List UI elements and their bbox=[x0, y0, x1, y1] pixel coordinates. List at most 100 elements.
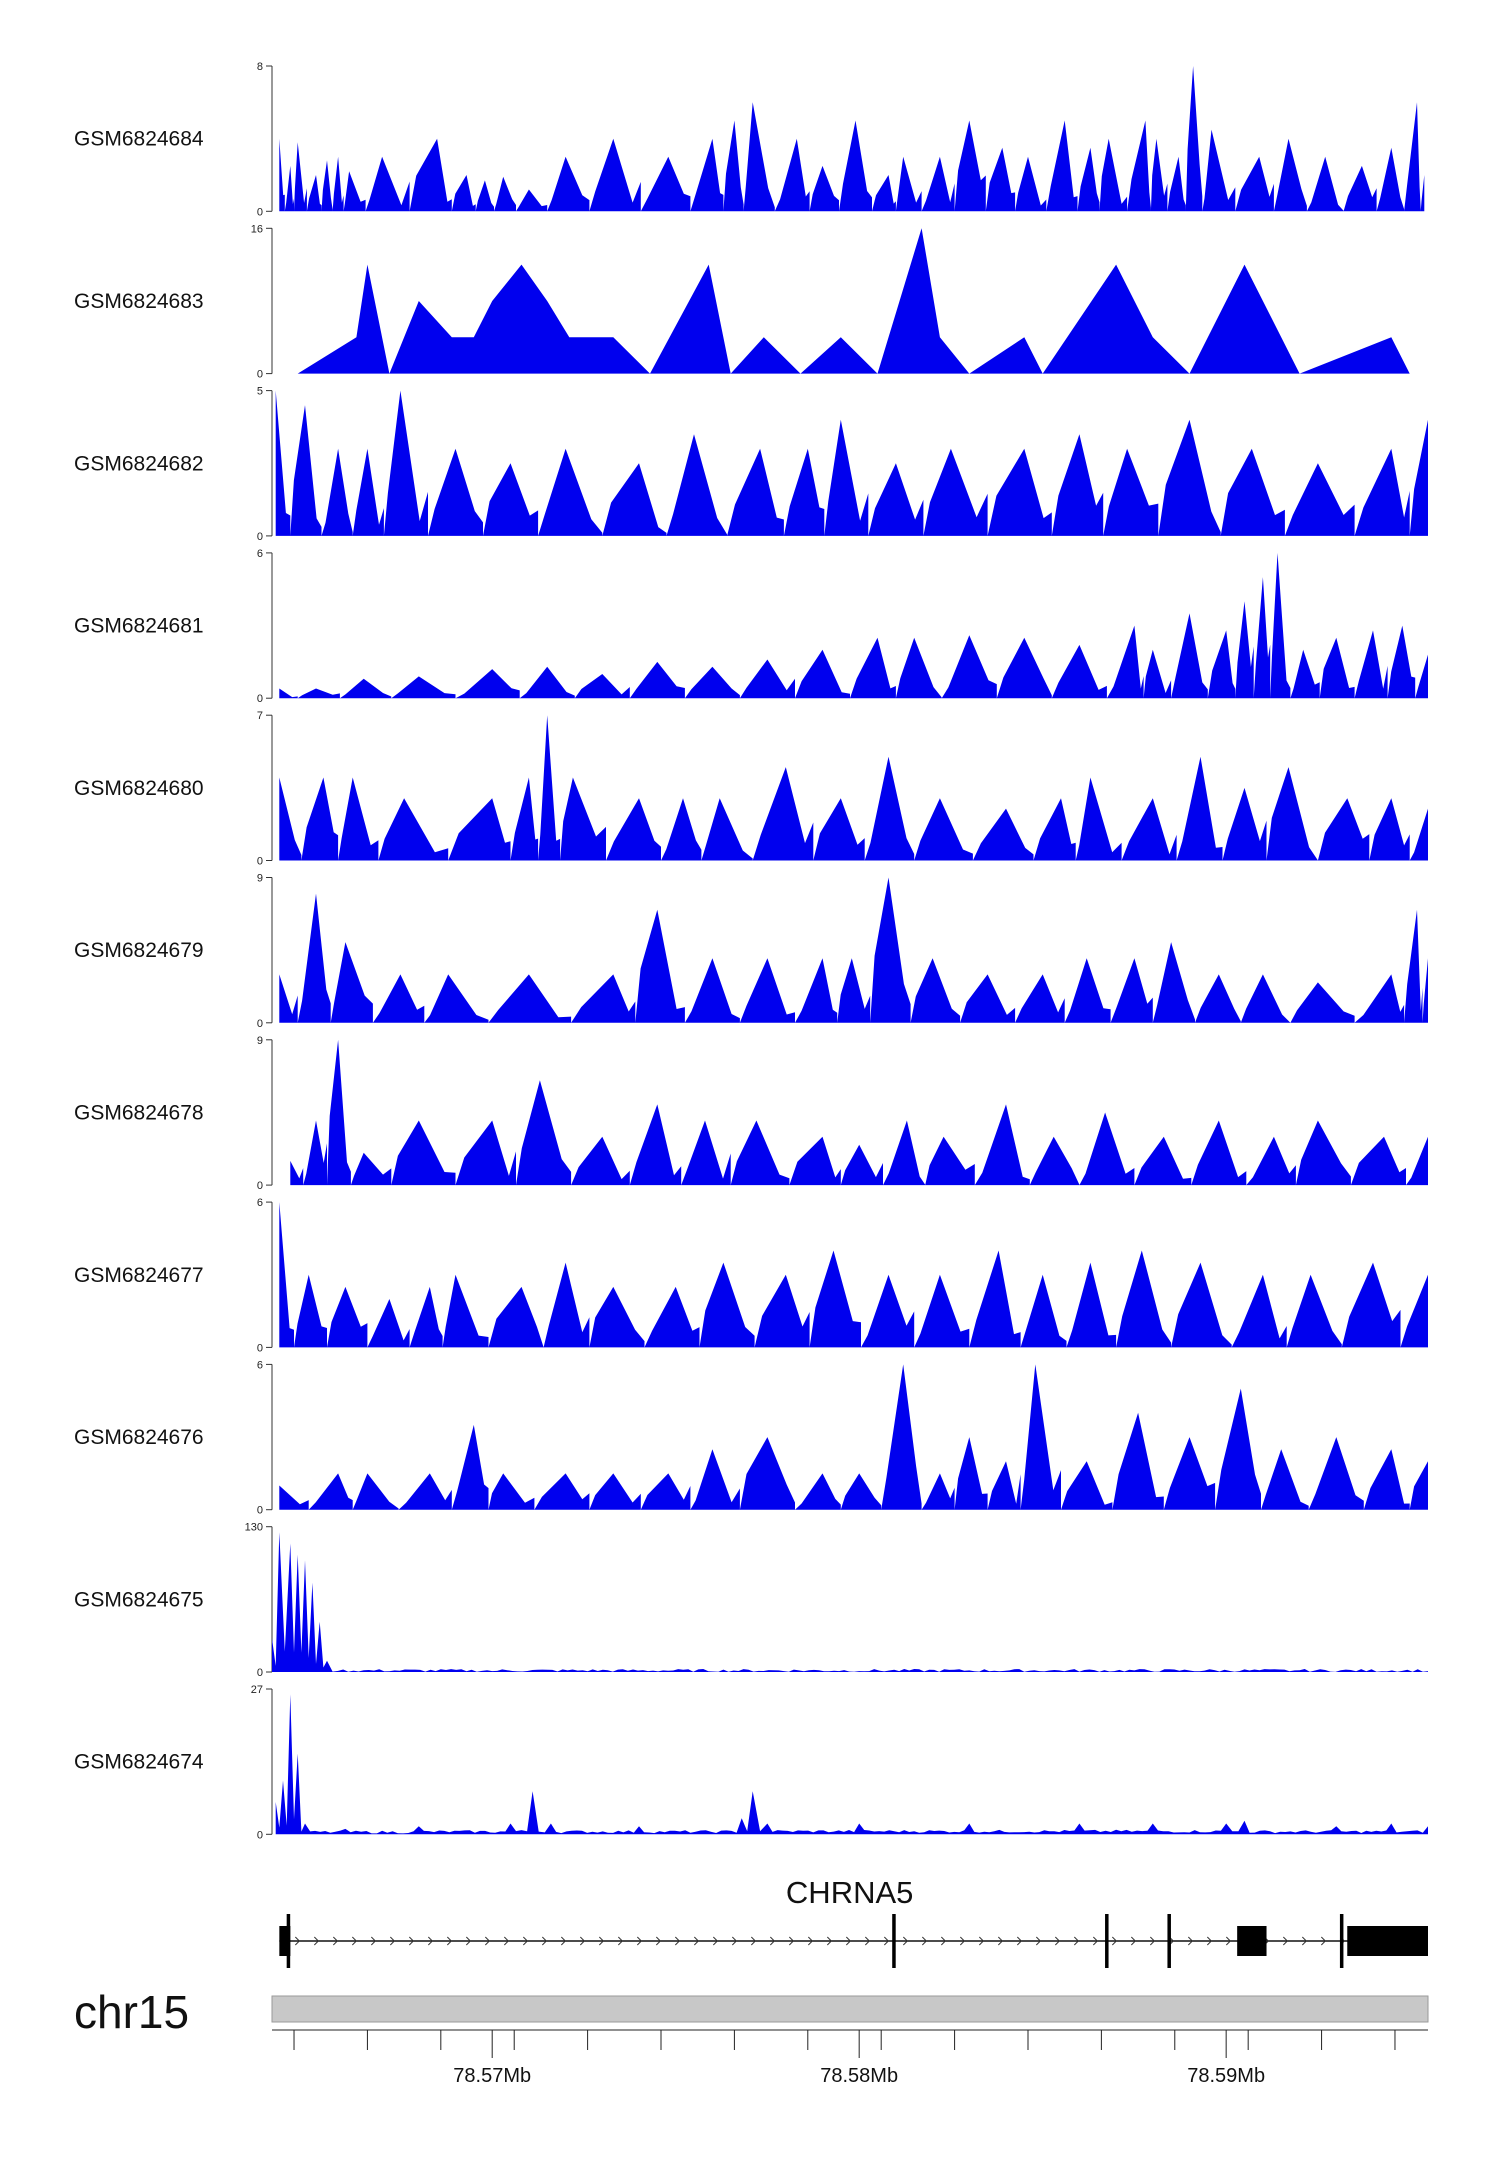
gene-exon-bar bbox=[1339, 1914, 1344, 1968]
strand-arrow bbox=[655, 1936, 662, 1946]
strand-arrow bbox=[788, 1936, 795, 1946]
track-label: GSM6824676 bbox=[74, 1426, 204, 1449]
y-tick-label-min: 0 bbox=[257, 1505, 263, 1517]
chromosome-track: chr15 bbox=[74, 1986, 1429, 2038]
strand-arrow bbox=[1225, 1936, 1232, 1946]
strand-arrow bbox=[427, 1936, 434, 1946]
strand-arrow bbox=[1092, 1936, 1099, 1946]
strand-arrow bbox=[921, 1936, 928, 1946]
strand-arrow bbox=[617, 1936, 624, 1946]
y-tick-label-max: 8 bbox=[257, 61, 263, 73]
chromosome-bar bbox=[271, 1995, 1429, 2023]
coverage-area-GSM6824675 bbox=[272, 1532, 1428, 1672]
track-GSM6824678: GSM6824678 9 0 bbox=[74, 1035, 1428, 1192]
gene-exon-bar bbox=[286, 1914, 291, 1968]
strand-arrow bbox=[807, 1936, 814, 1946]
y-tick-label-max: 6 bbox=[257, 1359, 263, 1371]
strand-arrow bbox=[940, 1936, 947, 1946]
strand-arrow bbox=[484, 1936, 491, 1946]
coverage-area-GSM6824683 bbox=[297, 228, 1410, 374]
genomic-axis: 78.57Mb 78.58Mb 78.59Mb bbox=[272, 2029, 1428, 2087]
strand-arrow bbox=[902, 1936, 909, 1946]
strand-arrow bbox=[503, 1936, 510, 1946]
track-GSM6824675: GSM6824675 130 0 bbox=[74, 1522, 1428, 1679]
y-tick-label-max: 5 bbox=[257, 386, 263, 398]
coverage-area-GSM6824684 bbox=[279, 66, 1425, 212]
track-GSM6824680: GSM6824680 7 0 bbox=[74, 710, 1428, 868]
track-GSM6824677: GSM6824677 6 0 bbox=[74, 1197, 1428, 1354]
track-label: GSM6824674 bbox=[74, 1751, 204, 1774]
strand-arrow bbox=[864, 1936, 871, 1946]
gene-exon-bar bbox=[1167, 1914, 1171, 1968]
strand-arrow bbox=[351, 1936, 358, 1946]
track-GSM6824676: GSM6824676 6 0 bbox=[74, 1359, 1428, 1517]
track-label: GSM6824680 bbox=[74, 777, 204, 800]
y-tick-label-min: 0 bbox=[257, 1829, 263, 1841]
gene-track: CHRNA5 bbox=[279, 1875, 1428, 1968]
strand-arrow bbox=[750, 1936, 757, 1946]
coverage-tracks: GSM682468480GSM6824683160GSM682468250GSM… bbox=[74, 61, 1429, 1841]
track-label: GSM6824678 bbox=[74, 1101, 204, 1124]
coverage-area-GSM6824674 bbox=[275, 1694, 1429, 1835]
strand-arrow bbox=[769, 1936, 776, 1946]
strand-arrow bbox=[845, 1936, 852, 1946]
track-label: GSM6824675 bbox=[74, 1588, 204, 1611]
coverage-area-GSM6824677 bbox=[279, 1202, 1428, 1348]
gene-exon-bar bbox=[1105, 1914, 1109, 1968]
coverage-area-GSM6824678 bbox=[290, 1039, 1428, 1186]
strand-arrow bbox=[826, 1936, 833, 1946]
strand-arrow bbox=[541, 1936, 548, 1946]
strand-arrow bbox=[1282, 1936, 1289, 1946]
strand-arrow bbox=[712, 1936, 719, 1946]
track-label: GSM6824681 bbox=[74, 615, 204, 638]
strand-arrow bbox=[522, 1936, 529, 1946]
gene-name-label: CHRNA5 bbox=[786, 1875, 913, 1910]
strand-arrow bbox=[674, 1936, 681, 1946]
strand-arrow bbox=[883, 1936, 890, 1946]
coverage-area-GSM6824680 bbox=[279, 715, 1428, 861]
track-label: GSM6824682 bbox=[74, 452, 204, 475]
y-tick-label-max: 6 bbox=[257, 1197, 263, 1209]
track-label: GSM6824683 bbox=[74, 290, 204, 313]
y-tick-label-max: 27 bbox=[251, 1684, 263, 1696]
track-GSM6824683: GSM6824683 16 0 bbox=[74, 223, 1410, 381]
y-tick-label-max: 130 bbox=[245, 1522, 263, 1534]
strand-arrow bbox=[978, 1936, 985, 1946]
y-tick-label-max: 16 bbox=[251, 223, 263, 235]
strand-arrow bbox=[1035, 1936, 1042, 1946]
y-tick-label-min: 0 bbox=[257, 1018, 263, 1030]
strand-arrow bbox=[1111, 1936, 1118, 1946]
strand-arrow bbox=[332, 1936, 339, 1946]
strand-arrow bbox=[560, 1936, 567, 1946]
x-tick-label: 78.58Mb bbox=[820, 2065, 898, 2087]
track-GSM6824674: GSM6824674 27 0 bbox=[74, 1684, 1429, 1841]
y-tick-label-min: 0 bbox=[257, 693, 263, 705]
strand-arrow bbox=[408, 1936, 415, 1946]
y-tick-label-min: 0 bbox=[257, 1342, 263, 1354]
x-tick-label: 78.57Mb bbox=[453, 2065, 531, 2087]
y-tick-label-max: 7 bbox=[257, 710, 263, 722]
gene-exon-bar bbox=[892, 1914, 896, 1968]
strand-arrow bbox=[1016, 1936, 1023, 1946]
strand-arrow bbox=[1187, 1936, 1194, 1946]
strand-arrow bbox=[446, 1936, 453, 1946]
y-tick-label-min: 0 bbox=[257, 531, 263, 543]
chromosome-label: chr15 bbox=[74, 1986, 189, 2038]
strand-arrow bbox=[1149, 1936, 1156, 1946]
strand-arrow bbox=[1320, 1936, 1327, 1946]
track-GSM6824682: GSM6824682 5 0 bbox=[74, 386, 1429, 543]
coverage-area-GSM6824682 bbox=[275, 390, 1429, 536]
y-tick-label-min: 0 bbox=[257, 856, 263, 868]
strand-arrow bbox=[959, 1936, 966, 1946]
y-tick-label-min: 0 bbox=[257, 369, 263, 381]
strand-arrow bbox=[997, 1936, 1004, 1946]
strand-arrow bbox=[1206, 1936, 1213, 1946]
track-GSM6824681: GSM6824681 6 0 bbox=[74, 548, 1428, 705]
strand-arrow bbox=[370, 1936, 377, 1946]
y-tick-label-min: 0 bbox=[257, 206, 263, 218]
track-GSM6824684: GSM6824684 8 0 bbox=[74, 61, 1425, 218]
strand-arrow bbox=[693, 1936, 700, 1946]
track-label: GSM6824684 bbox=[74, 128, 204, 151]
coverage-area-GSM6824676 bbox=[279, 1364, 1428, 1510]
